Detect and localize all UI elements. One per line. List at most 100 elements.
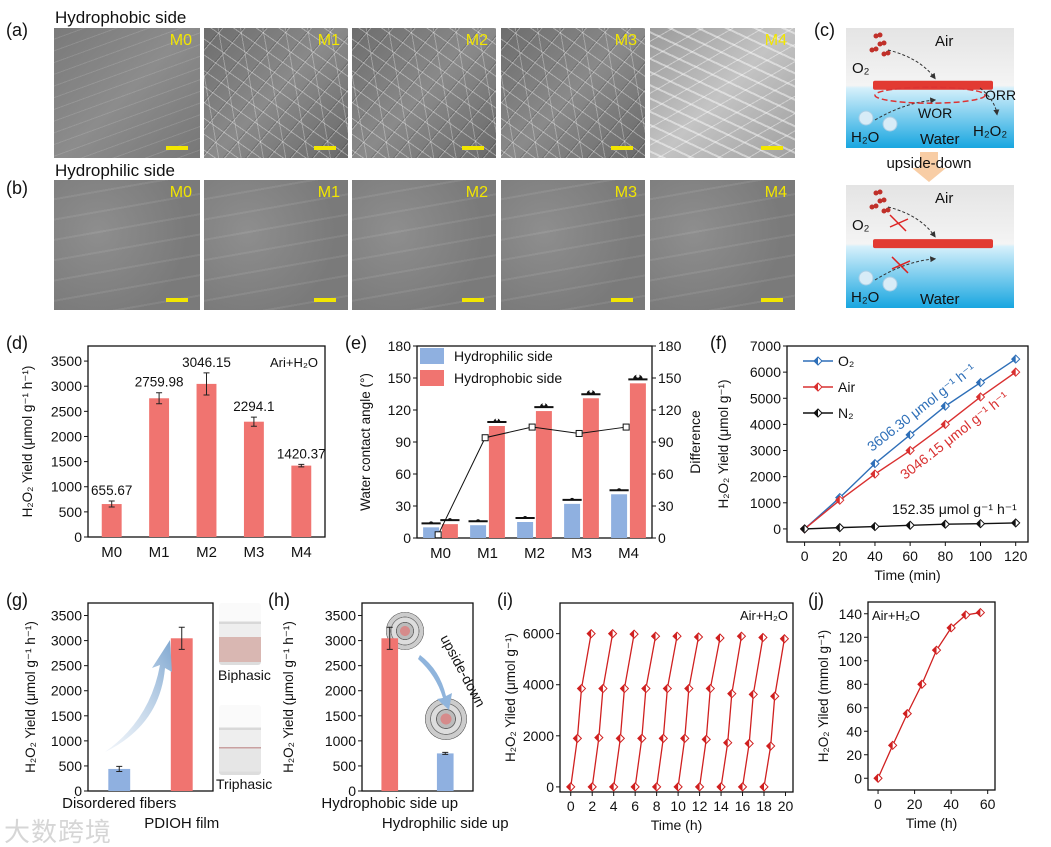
legend-label: N₂ [838,405,854,421]
o2-molecule-icon [885,207,891,213]
y2-axis-label: Difference [687,410,703,474]
panel-label-c: (c) [814,20,835,40]
y-tick-label: 140 [839,606,863,622]
air-water-box [846,185,1014,308]
h2o-arrow-icon [874,97,937,121]
data-point-fill [695,782,700,791]
data-point [737,782,748,792]
bar [517,522,534,538]
y-tick-label: 1000 [51,479,82,495]
data-point-fill [652,782,657,791]
x-tick-label: 40 [867,548,883,564]
data-point [873,773,883,783]
y2-tick-label: 30 [658,498,674,514]
y-tick-label: 3000 [51,378,82,394]
data-point-fill [976,608,981,617]
x-tick-label: 60 [980,796,996,812]
data-point-fill [932,646,937,655]
y-tick-label: 180 [388,338,412,354]
y-tick-label: 0 [546,779,554,795]
h2o-arrow-icon [874,256,937,281]
cycle-line [720,636,743,787]
y2-tick-label: 180 [658,338,682,354]
data-point-fill [766,742,771,751]
plot-frame [87,345,326,538]
data-point-fill [800,524,805,533]
panel-label-e: (e) [345,333,367,353]
o2-molecule-icon [881,208,887,214]
sem-image-hydrophobic-m1: M1 [204,28,348,158]
bar [470,525,487,538]
o2-molecule-icon [881,51,887,57]
difference-point [622,423,630,431]
data-point [1010,518,1021,528]
data-point-fill [684,684,689,693]
data-point-fill [941,520,946,529]
data-point [572,733,583,744]
data-point-fill [874,774,879,783]
bar [381,638,399,791]
y-tick-label: 1000 [750,495,781,511]
data-point-fill [588,782,593,791]
data-point-fill [941,402,946,411]
o2-molecule-icon [873,203,879,209]
data-point-fill [609,782,614,791]
y-tick-label: 100 [839,653,863,669]
error-bar [178,626,185,650]
value-label: 2294.1 [233,399,274,414]
data-point-fill [749,690,754,699]
data-point-fill [663,684,668,693]
sem-image-hydrophilic-m2: M2 [352,180,496,310]
y-tick-label: 2000 [523,728,554,744]
water-molecule-icon [882,116,898,132]
o2-molecule-icon [877,41,883,47]
sample-label: M0 [169,184,192,201]
data-point [615,733,626,744]
increase-arrow-icon [105,640,172,752]
o2-label: O₂ [852,60,870,77]
x-axis-label: Time (h) [906,815,958,831]
panel-label-d: (d) [6,333,28,353]
bar [582,398,599,538]
data-point-fill [976,392,981,401]
y-tick-label: 2000 [325,683,356,699]
bar [243,421,264,537]
data-point-fill [598,684,603,693]
air-water-box [846,28,1014,148]
data-point-fill [587,629,592,638]
y-tick-label: 3500 [51,353,82,369]
y-tick-label: 1500 [51,454,82,470]
data-point [723,737,733,748]
droplet-icon [539,403,548,408]
film-icon [873,80,993,90]
data-point [662,683,673,694]
series-line [804,371,1017,530]
value-label: 2759.98 [135,375,184,390]
x-tick-label: 0 [801,548,809,564]
o2-arrow-icon [887,206,936,238]
y-tick-label: 40 [846,723,862,739]
y-axis-label: H₂O₂ Yield (μmol g⁻¹) [716,380,731,509]
x-tick-label: 120 [1004,548,1028,564]
data-point-fill [835,523,840,532]
y-tick-label: 1500 [51,708,82,724]
cycle-line [677,636,700,787]
y-tick-label: 2500 [325,658,356,674]
data-point-fill [577,684,582,693]
cycle-line [655,636,678,787]
data-point [905,445,915,456]
data-point-fill [738,782,743,791]
data-point-fill [835,496,840,505]
plot-frame [786,345,1029,543]
data-point-fill [717,782,722,791]
data-point-fill [758,633,763,642]
panel-label-g: (g) [6,590,28,610]
y-tick-label: 2000 [750,469,781,485]
x-tick-label: 20 [778,798,794,814]
x-category-label: Hydrophobic side up [321,795,458,812]
data-point [694,782,705,792]
data-point [799,524,810,534]
y-tick-label: 2500 [51,403,82,419]
chart-d: 0 500 1000 1500 2000 2500 3000 3500 H₂O₂ Yield (… [20,345,326,561]
sample-label: M3 [614,184,637,201]
